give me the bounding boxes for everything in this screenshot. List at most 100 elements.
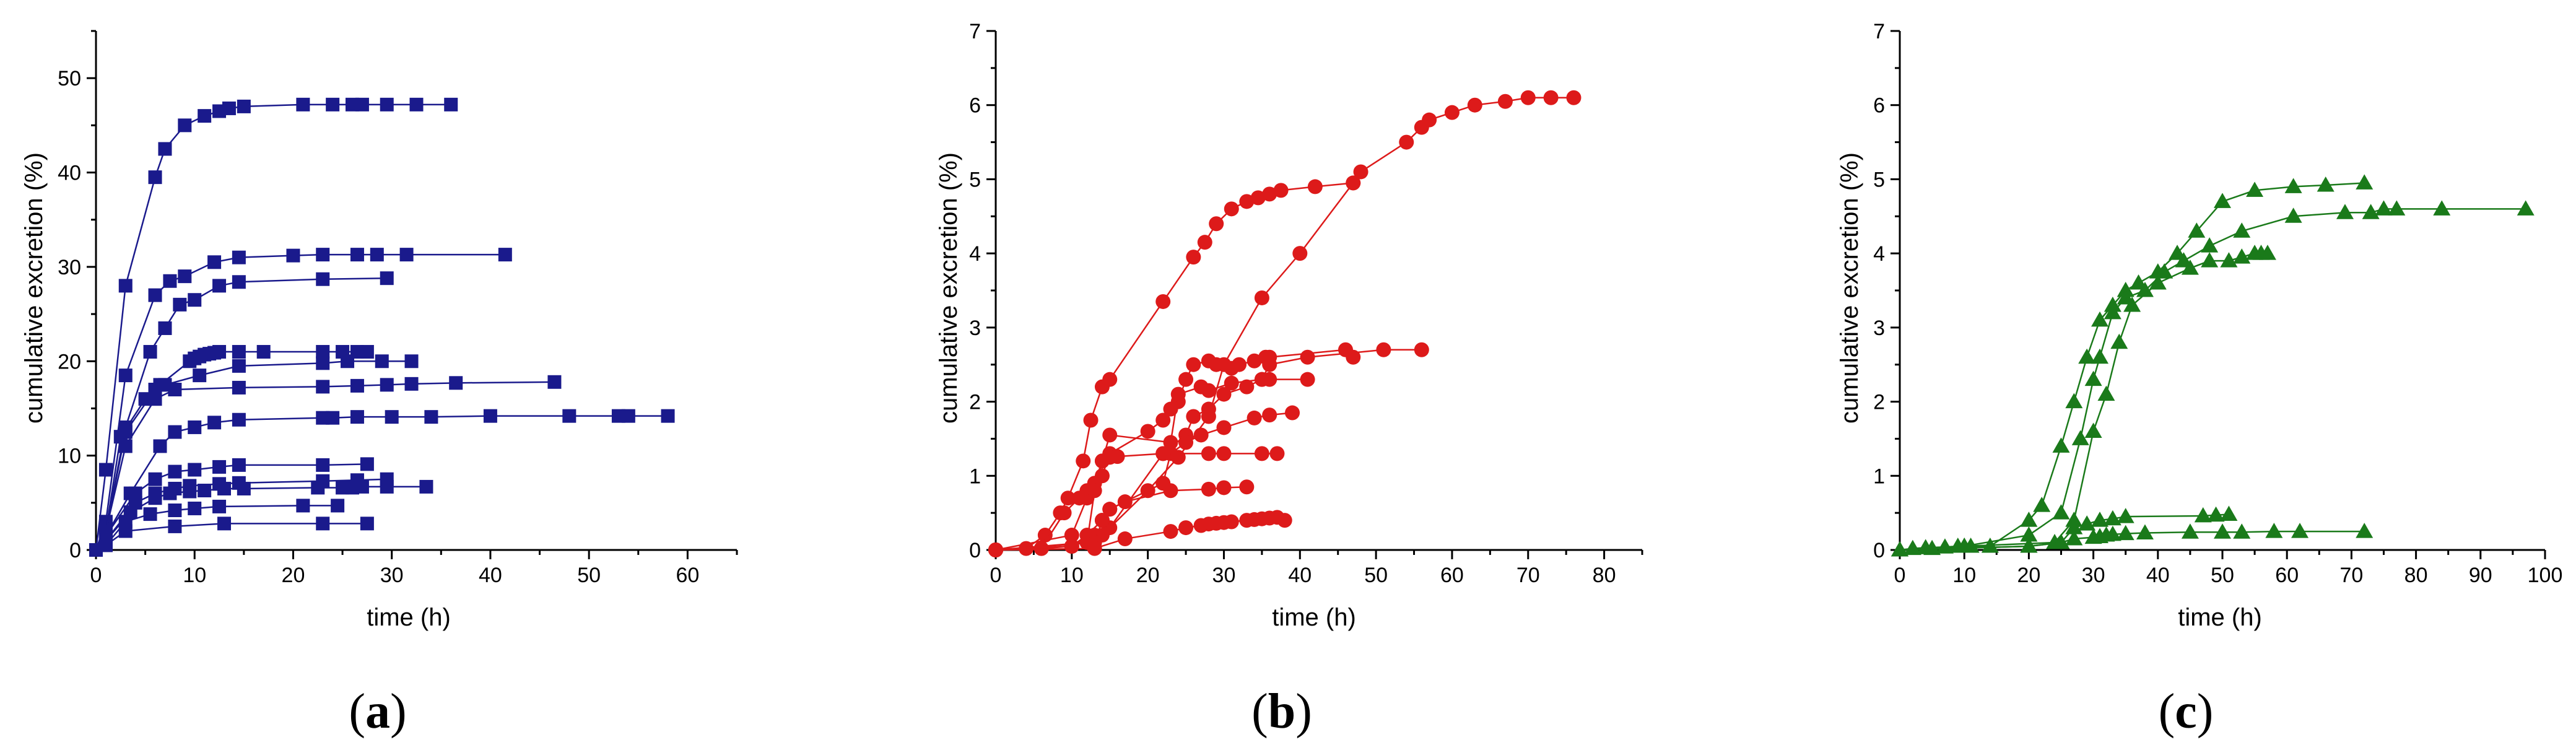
panel-a-data-point [621,409,635,423]
panel-a-x-tick-label: 50 [577,564,601,587]
panel-b-data-point [1163,435,1178,450]
panel-c-data-point [2091,348,2109,364]
panel-b-x-tick-label: 20 [1136,564,1160,587]
panel-a-data-point [341,354,355,368]
panel-a-data-point [409,97,424,111]
panel-c-data-point [2284,207,2302,223]
panel-c-data-point [2181,523,2199,539]
panel-a-data-point [326,97,340,111]
panel-b-data-point [1163,483,1178,499]
panel-b-data-point [1497,94,1513,109]
panel-b-data-point [1216,446,1232,461]
panel-a-data-point [178,118,192,133]
panel-b-data-point [1201,383,1216,398]
panel-c-series-c3 [1891,245,2276,557]
panel-a-data-point [444,97,458,111]
panel-b-data-point [1262,408,1277,423]
panel-a-y-tick-label: 10 [58,445,81,468]
panel-b-x-tick-label: 50 [1364,564,1388,587]
panel-a-series-a5 [89,354,419,557]
panel-c-y-tick-label: 5 [1873,168,1885,191]
panel-c-data-point [2091,512,2109,527]
panel-b-data-point [1216,386,1232,402]
panel-c-data-point [2084,422,2102,438]
panel-b-series-b5 [988,372,1315,557]
panel-c-data-point [2207,506,2225,522]
panel-a-y-tick-label: 40 [58,162,81,185]
panel-b-x-title: time (h) [1272,604,1356,631]
panel-a-data-point [168,504,182,518]
panel-c-data-point [2317,177,2334,192]
panel-c-y-tick-label: 6 [1873,94,1885,118]
panel-a-data-point [326,411,340,425]
panel-a-data-point [232,380,246,395]
panel-a-data-point [158,321,172,335]
panel-b-data-point [1346,175,1361,191]
panel-c-data-point [2104,303,2121,320]
panel-b-data-point [1087,483,1102,499]
panel-a-x-tick-label: 10 [183,564,206,587]
panel-b-y-tick-label: 7 [969,20,981,43]
panel-c-data-point [2052,504,2070,520]
panel-c-data-point [2104,525,2121,541]
panel-b-data-point [1273,183,1289,198]
panel-a: 0 10 20 30 40 50 60 0 10 20 30 40 50 time (h) cumula… [20,30,738,739]
panel-a-data-point [316,380,330,394]
panel-a-data-point [118,425,133,439]
panel-a-data-point [375,354,389,368]
panel-a-data-point [168,382,182,396]
panel-b-y-tick-label: 4 [969,242,981,266]
panel-b-data-point [1239,479,1255,495]
panel-b-data-point [1216,480,1232,495]
panel-b-data-point [1262,186,1277,202]
panel-b-y-tick-label: 3 [969,316,981,340]
panel-c-data-point [2065,530,2083,546]
panel-a-data-point [316,458,330,472]
panel-c-label: (c) [2159,684,2214,739]
panel-c-data-point [2265,523,2283,538]
panel-b-series-b2 [988,90,1582,557]
panel-c-data-point [2201,252,2219,268]
panel-a-data-point [212,345,227,359]
panel-a-data-point [449,376,463,390]
panel-c-data-point [2258,245,2276,260]
panel-a-data-point [232,412,246,427]
panel-c-y-tick-label: 2 [1873,391,1885,414]
panel-a-data-point [355,97,369,111]
panel-c-x-tick-label: 60 [2275,564,2299,587]
panel-b-data-point [1178,372,1194,387]
panel-a-data-point [168,519,182,533]
panel-c-data-point [2104,510,2121,526]
panel-c-data-point [2214,193,2231,208]
panel-c-x-tick-label: 20 [2017,564,2040,587]
panel-b-y-tick-label: 6 [969,94,981,118]
panel-b-data-point [1216,420,1232,435]
panel-b-data-point [1422,112,1437,128]
panel-b-x-tick-label: 70 [1516,564,1540,587]
panel-c-data-point [2033,497,2051,512]
panel-c-data-point [2156,263,2174,279]
panel-a-data-point [207,255,222,269]
panel-a-data-point [424,410,438,424]
panel-a-data-point [316,517,330,531]
panel-c-series-c1 [1891,174,2374,557]
panel-a-data-point [380,378,394,392]
panel-b-data-point [1250,190,1266,206]
panel-b-data-point [1178,520,1194,536]
panel-b-data-point [1300,372,1315,387]
panel-b-y-tick-label: 5 [969,168,981,191]
panel-a-data-point [360,517,374,531]
panel-c-data-point [2517,200,2535,216]
panel-c-data-point [2291,523,2309,538]
panel-b-data-point [1155,446,1171,461]
panel-c-data-point [2136,524,2154,539]
panel-c-x-tick-label: 70 [2339,564,2363,587]
panel-c-data-point [2149,274,2167,290]
panel-a-data-point [198,109,212,123]
panel-b-data-point [1269,446,1285,461]
panel-b-label: (b) [1251,684,1312,739]
panel-b-data-point [1399,134,1414,150]
panel-b-data-point [1209,357,1224,372]
panel-c-data-point [2052,437,2070,453]
